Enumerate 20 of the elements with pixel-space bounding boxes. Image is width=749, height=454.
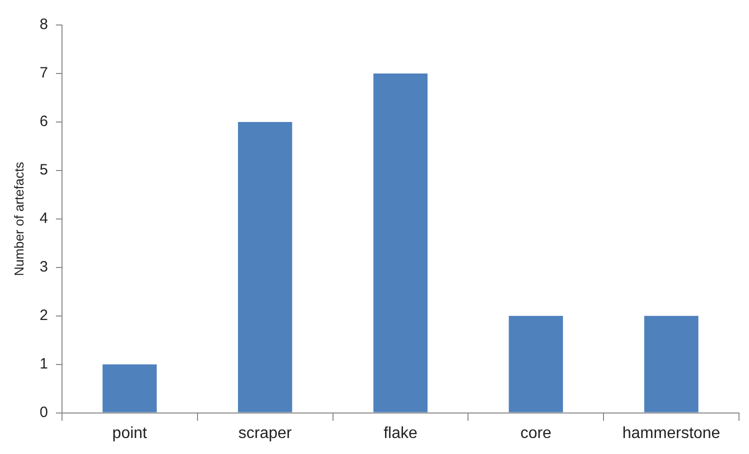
y-tick-label: 1 bbox=[40, 355, 48, 372]
bar bbox=[373, 73, 428, 412]
x-tick-label: point bbox=[112, 424, 148, 442]
y-tick-label: 6 bbox=[40, 113, 48, 130]
x-tick-label: flake bbox=[384, 424, 418, 442]
bar bbox=[102, 364, 157, 412]
y-tick-label: 8 bbox=[40, 16, 48, 34]
x-tick-label: hammerstone bbox=[622, 424, 720, 442]
y-tick-label: 2 bbox=[40, 306, 48, 324]
y-tick-label: 7 bbox=[40, 64, 48, 82]
x-tick-label: core bbox=[520, 424, 552, 442]
bar bbox=[644, 316, 698, 412]
y-tick-label: 0 bbox=[40, 404, 48, 421]
y-tick-label: 3 bbox=[40, 258, 48, 276]
x-tick-label: scraper bbox=[238, 424, 292, 442]
y-tick-label: 5 bbox=[40, 162, 48, 179]
y-axis-title: Number of artefacts bbox=[11, 161, 26, 276]
bar bbox=[508, 316, 563, 412]
bar bbox=[238, 122, 292, 412]
y-tick-label: 4 bbox=[40, 210, 48, 228]
